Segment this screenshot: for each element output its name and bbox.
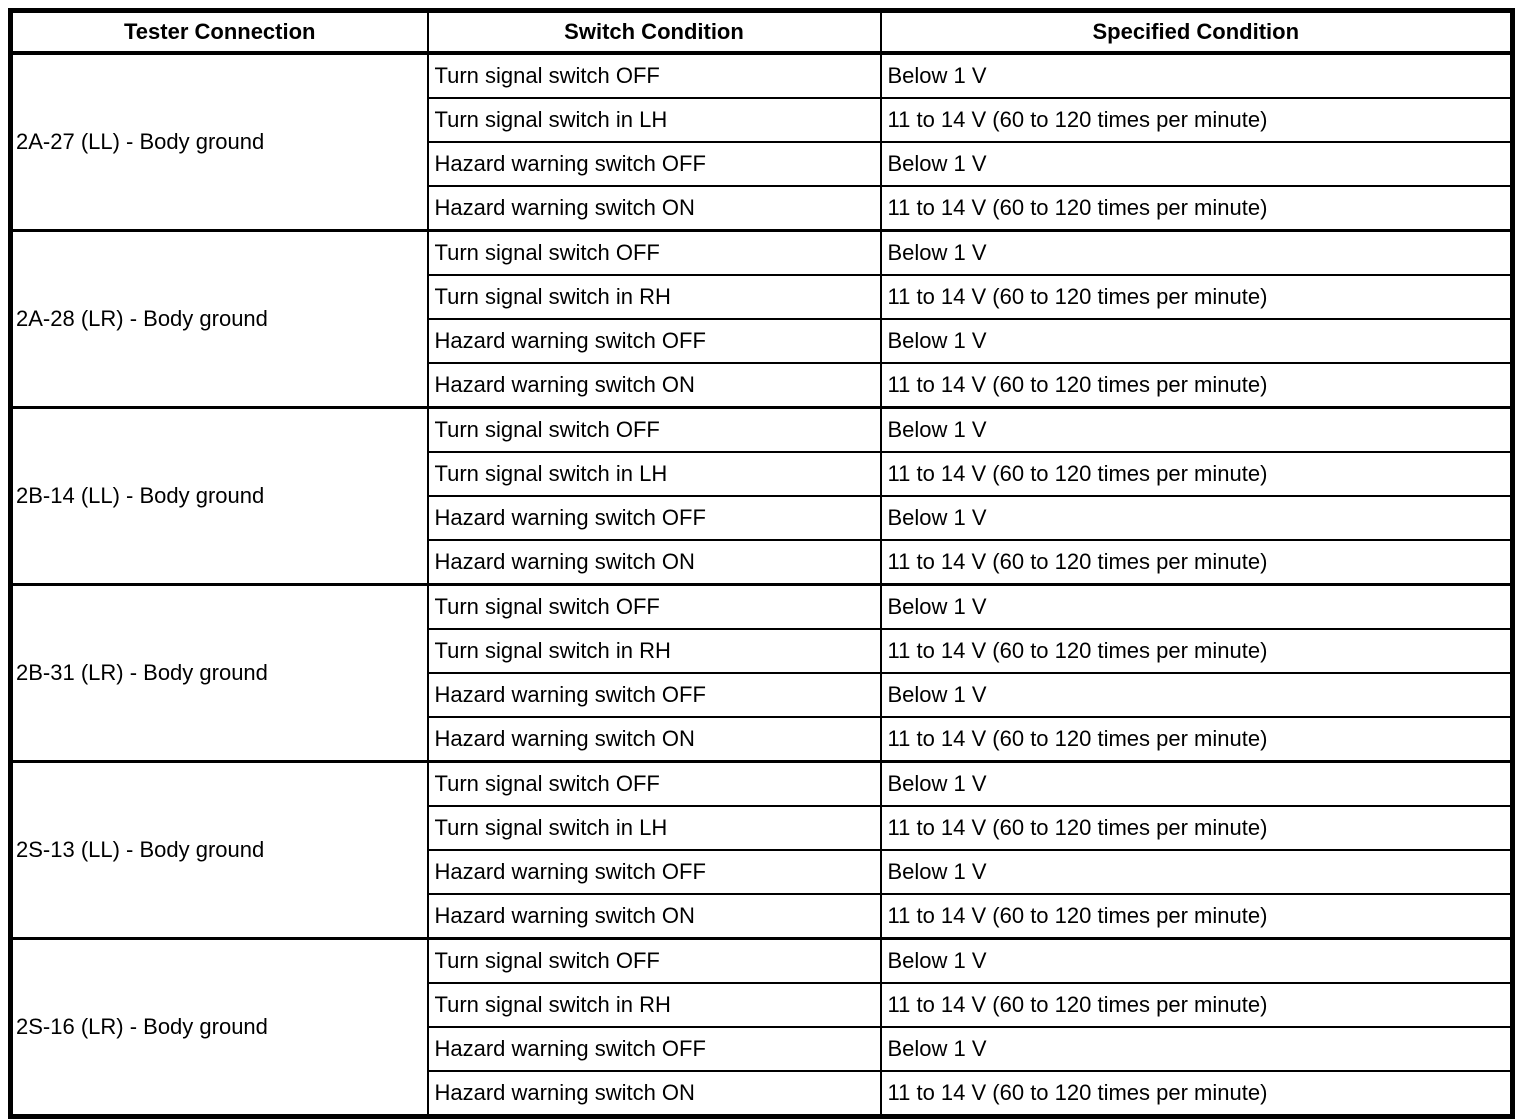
table-row: Turn signal switch in LH 11 to 14 V (60 … (11, 451, 1514, 497)
specified-condition-cell: 11 to 14 V (60 to 120 times per minute) (879, 628, 1514, 674)
table-row: Hazard warning switch OFF Below 1 V (11, 672, 1514, 718)
switch-condition-cell: Turn signal switch OFF (426, 406, 882, 453)
table-row: Hazard warning switch OFF Below 1 V (11, 849, 1514, 895)
table-row: 2A-27 (LL) - Body ground Turn signal swi… (9, 51, 1514, 232)
specified-condition-cell: Below 1 V (879, 937, 1514, 984)
switch-condition-cell: Hazard warning switch ON (426, 362, 882, 409)
switch-condition-cell: Hazard warning switch ON (426, 185, 882, 232)
specified-condition-cell: Below 1 V (879, 1026, 1514, 1072)
switch-condition-cell: Turn signal switch in RH (426, 274, 882, 320)
switch-condition-cell: Hazard warning switch ON (426, 893, 882, 940)
specified-condition-cell: 11 to 14 V (60 to 120 times per minute) (879, 539, 1514, 586)
specified-condition-cell: Below 1 V (879, 141, 1514, 187)
table-row: Turn signal switch in LH 11 to 14 V (60 … (11, 805, 1514, 851)
tester-connection-cell: 2A-27 (LL) - Body ground (9, 51, 429, 232)
switch-condition-cell: Hazard warning switch OFF (426, 141, 882, 187)
tester-connection-cell: 2S-16 (LR) - Body ground (9, 937, 429, 1118)
switch-condition-cell: Hazard warning switch ON (426, 716, 882, 763)
table-row: 2A-28 (LR) - Body ground Turn signal swi… (9, 229, 1514, 409)
table-row: Hazard warning switch OFF Below 1 V (11, 318, 1514, 364)
switch-condition-cell: Hazard warning switch ON (426, 1070, 882, 1118)
tester-connection-cell: 2S-13 (LL) - Body ground (9, 760, 429, 940)
specified-condition-cell: 11 to 14 V (60 to 120 times per minute) (879, 805, 1514, 851)
specified-condition-cell: 11 to 14 V (60 to 120 times per minute) (879, 451, 1514, 497)
specified-condition-cell: Below 1 V (879, 849, 1514, 895)
specified-condition-cell: 11 to 14 V (60 to 120 times per minute) (879, 1070, 1514, 1118)
table-row: Hazard warning switch OFF Below 1 V (11, 141, 1514, 187)
specified-condition-cell: Below 1 V (879, 495, 1514, 541)
table-row: 2B-31 (LR) - Body ground Turn signal swi… (9, 583, 1514, 763)
table-row: Turn signal switch in LH 11 to 14 V (60 … (11, 97, 1514, 143)
table-row: Turn signal switch in RH 11 to 14 V (60 … (11, 274, 1514, 320)
switch-condition-cell: Hazard warning switch OFF (426, 495, 882, 541)
switch-condition-cell: Turn signal switch OFF (426, 51, 882, 99)
specified-condition-cell: Below 1 V (879, 583, 1514, 630)
specified-condition-cell: 11 to 14 V (60 to 120 times per minute) (879, 185, 1514, 232)
table-header-row: Tester Connection Switch Condition Speci… (9, 9, 1514, 55)
switch-condition-cell: Hazard warning switch OFF (426, 849, 882, 895)
table-row: Hazard warning switch ON 11 to 14 V (60 … (11, 716, 1514, 763)
specified-condition-cell: Below 1 V (879, 318, 1514, 364)
specified-condition-cell: Below 1 V (879, 672, 1514, 718)
switch-condition-cell: Hazard warning switch OFF (426, 1026, 882, 1072)
tester-connection-cell: 2B-31 (LR) - Body ground (9, 583, 429, 763)
table-row: 2B-14 (LL) - Body ground Turn signal swi… (9, 406, 1514, 586)
switch-condition-cell: Turn signal switch OFF (426, 229, 882, 276)
specified-condition-cell: 11 to 14 V (60 to 120 times per minute) (879, 716, 1514, 763)
table-row: Hazard warning switch ON 11 to 14 V (60 … (11, 362, 1514, 409)
specified-condition-cell: 11 to 14 V (60 to 120 times per minute) (879, 274, 1514, 320)
table-row: 2S-13 (LL) - Body ground Turn signal swi… (9, 760, 1514, 940)
switch-condition-cell: Turn signal switch in LH (426, 97, 882, 143)
table-row: Turn signal switch in RH 11 to 14 V (60 … (11, 982, 1514, 1028)
header-specified-condition: Specified Condition (879, 9, 1514, 55)
switch-condition-cell: Turn signal switch OFF (426, 583, 882, 630)
table-row: Hazard warning switch OFF Below 1 V (11, 1026, 1514, 1072)
specified-condition-cell: Below 1 V (879, 406, 1514, 453)
specified-condition-cell: 11 to 14 V (60 to 120 times per minute) (879, 97, 1514, 143)
header-switch-condition: Switch Condition (426, 9, 882, 55)
specified-condition-cell: 11 to 14 V (60 to 120 times per minute) (879, 362, 1514, 409)
switch-condition-cell: Hazard warning switch OFF (426, 318, 882, 364)
switch-condition-cell: Turn signal switch in RH (426, 982, 882, 1028)
table-row: Hazard warning switch ON 11 to 14 V (60 … (11, 185, 1514, 232)
table-row: 2S-16 (LR) - Body ground Turn signal swi… (9, 937, 1514, 1118)
switch-condition-cell: Hazard warning switch ON (426, 539, 882, 586)
switch-condition-cell: Turn signal switch OFF (426, 760, 882, 807)
specified-condition-cell: 11 to 14 V (60 to 120 times per minute) (879, 982, 1514, 1028)
table-row: Hazard warning switch ON 11 to 14 V (60 … (11, 539, 1514, 586)
specified-condition-cell: Below 1 V (879, 760, 1514, 807)
switch-condition-cell: Turn signal switch in LH (426, 451, 882, 497)
switch-condition-cell: Hazard warning switch OFF (426, 672, 882, 718)
specified-condition-table: Tester Connection Switch Condition Speci… (8, 8, 1515, 1119)
specified-condition-cell: Below 1 V (879, 229, 1514, 276)
table-row: Hazard warning switch ON 11 to 14 V (60 … (11, 893, 1514, 940)
switch-condition-cell: Turn signal switch OFF (426, 937, 882, 984)
table-row: Hazard warning switch OFF Below 1 V (11, 495, 1514, 541)
specified-condition-cell: Below 1 V (879, 51, 1514, 99)
switch-condition-cell: Turn signal switch in LH (426, 805, 882, 851)
tester-connection-cell: 2B-14 (LL) - Body ground (9, 406, 429, 586)
header-tester-connection: Tester Connection (9, 9, 429, 55)
table-row: Turn signal switch in RH 11 to 14 V (60 … (11, 628, 1514, 674)
switch-condition-cell: Turn signal switch in RH (426, 628, 882, 674)
tester-connection-cell: 2A-28 (LR) - Body ground (9, 229, 429, 409)
specified-condition-cell: 11 to 14 V (60 to 120 times per minute) (879, 893, 1514, 940)
